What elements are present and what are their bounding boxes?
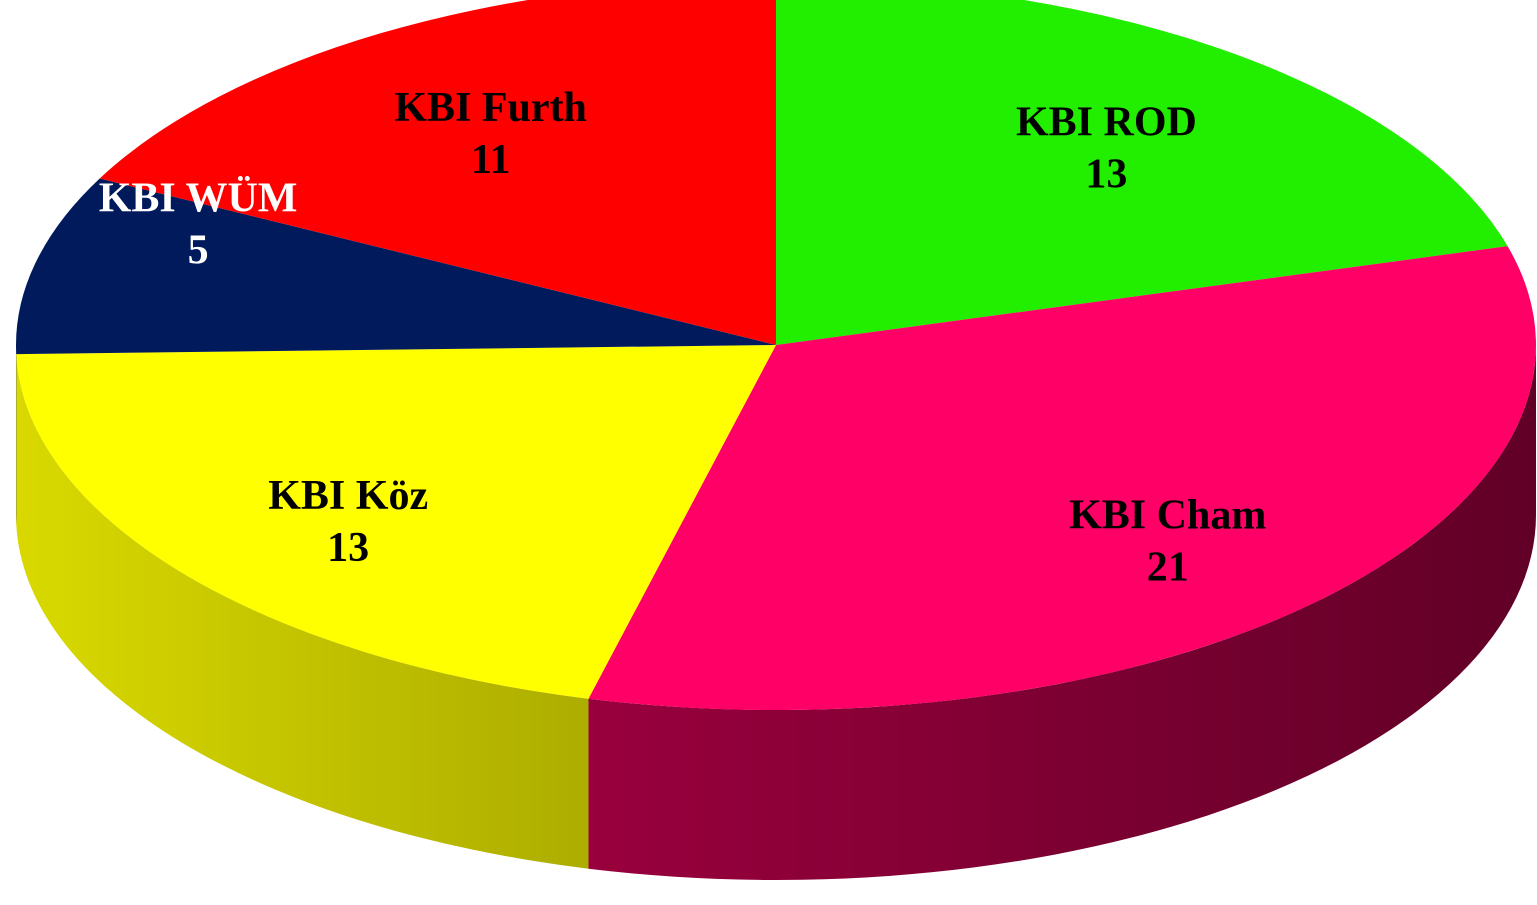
label-name: KBI Cham — [1069, 492, 1266, 538]
data-label: KBI ROD 13 — [1016, 100, 1197, 198]
pie-slice — [776, 0, 1508, 345]
label-value: 13 — [327, 525, 369, 571]
data-label: KBI Furth 11 — [394, 85, 587, 183]
label-name: KBI Furth — [394, 85, 587, 131]
data-label: KBI Köz 13 — [268, 473, 428, 571]
label-value: 13 — [1085, 152, 1127, 198]
pie-slice — [99, 0, 776, 345]
pie-slice — [15, 178, 776, 355]
label-value: 11 — [471, 137, 511, 183]
label-name: KBI Köz — [268, 473, 428, 519]
data-label: KBI WÜM 5 — [99, 176, 298, 274]
label-value: 21 — [1147, 544, 1189, 590]
data-label: KBI Cham 21 — [1069, 492, 1266, 590]
pie-slice — [588, 246, 1537, 710]
label-name: KBI ROD — [1016, 100, 1197, 146]
pie-side — [588, 345, 1537, 881]
label-name: KBI WÜM — [99, 176, 298, 222]
pie-side — [16, 354, 589, 869]
label-value: 5 — [188, 228, 209, 274]
pie-slice — [16, 345, 777, 699]
